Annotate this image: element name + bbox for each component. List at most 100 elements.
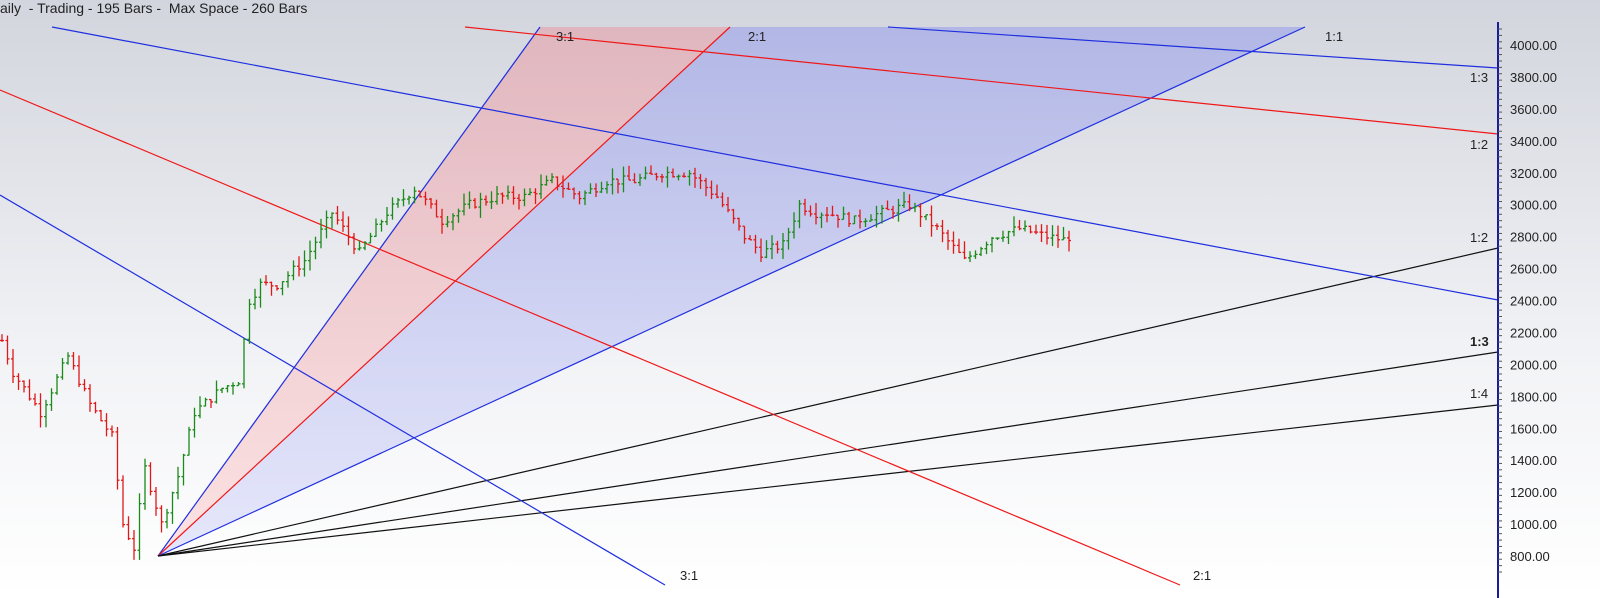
price-bar [16, 373, 21, 390]
descending-line-2-1-red[interactable] [0, 89, 1181, 586]
price-bar [770, 235, 774, 260]
price-bar [621, 166, 626, 193]
price-bar [478, 192, 483, 218]
axis-tick-label: 3200.00 [1510, 166, 1557, 181]
price-bar [775, 240, 780, 254]
price-bar [291, 260, 296, 281]
price-bar [390, 197, 395, 220]
price-bar [517, 193, 521, 210]
price-bar [874, 205, 879, 228]
price-bar [396, 197, 400, 208]
price-bar [280, 280, 285, 296]
descending-line-3-1-blue[interactable] [0, 194, 666, 586]
price-bar [891, 205, 895, 219]
price-bar [297, 256, 301, 277]
price-bar [522, 188, 527, 207]
axis-tick-label: 2800.00 [1510, 230, 1557, 245]
price-bar [22, 380, 26, 393]
price-bar [352, 233, 356, 255]
price-bar [302, 250, 307, 277]
fan-line-3-1[interactable] [157, 26, 541, 557]
price-bar [610, 168, 615, 195]
price-bar [456, 208, 461, 223]
axis-tick-label: 800.00 [1510, 549, 1550, 564]
price-bar [489, 191, 494, 209]
price-bar [176, 466, 180, 500]
price-bar [159, 505, 164, 533]
price-bar [841, 206, 846, 221]
fan-label-1-2-right-b: 1:2 [1470, 230, 1488, 245]
price-bar [126, 516, 131, 541]
price-bar [60, 357, 65, 380]
axis-tick-label: 2000.00 [1510, 357, 1557, 372]
fan-line-2-1[interactable] [157, 26, 731, 557]
fan-label-1-1-top: 1:1 [1325, 29, 1343, 44]
price-bar [786, 227, 791, 250]
price-bar [533, 188, 538, 205]
price-bar [27, 379, 32, 401]
price-bar [71, 352, 76, 370]
price-bar [951, 231, 956, 254]
price-bar [1050, 225, 1055, 247]
price-bar [379, 219, 384, 232]
price-bar [753, 234, 758, 254]
resistance-line-1-2-blue[interactable] [51, 26, 1499, 301]
axis-tick-label: 2400.00 [1510, 294, 1557, 309]
axis-tick-label: 4000.00 [1510, 38, 1557, 53]
price-bar [434, 199, 439, 218]
price-bar [720, 192, 725, 208]
price-bar [220, 387, 224, 394]
price-bar [764, 240, 769, 259]
price-bar [313, 236, 318, 260]
price-bar [203, 397, 208, 407]
price-bar [506, 185, 510, 200]
price-bar [88, 384, 92, 412]
price-bar [1045, 224, 1049, 245]
price-bar [77, 355, 81, 388]
resistance-line-1-3-blue[interactable] [887, 26, 1499, 69]
price-bar [814, 203, 818, 225]
fan-label-2-1-top: 2:1 [748, 29, 766, 44]
price-bar [704, 177, 708, 197]
fan-line-1-2[interactable] [157, 247, 1499, 557]
price-bar [165, 508, 169, 529]
price-bar [368, 232, 373, 244]
price-bar [495, 186, 499, 205]
resistance-line-1-2-red[interactable] [464, 26, 1499, 135]
price-bar [665, 166, 670, 188]
price-bar [49, 388, 54, 411]
price-bar [731, 208, 736, 224]
price-bar [660, 173, 664, 183]
price-bar [924, 214, 928, 221]
price-bar [759, 238, 763, 263]
price-bar [462, 193, 466, 216]
price-bar [990, 237, 994, 253]
price-bar [995, 237, 1000, 240]
price-bar [104, 413, 109, 437]
fan-line-1-4[interactable] [157, 404, 1499, 557]
axis-tick-label: 2600.00 [1510, 262, 1557, 277]
axis-tick-label: 1800.00 [1510, 389, 1557, 404]
price-bar [1012, 216, 1016, 237]
fan-line-1-3[interactable] [157, 351, 1499, 557]
price-bar [946, 229, 950, 250]
price-bar [561, 175, 565, 198]
fan-line-1-1[interactable] [157, 26, 1306, 557]
price-bar [242, 338, 246, 389]
price-bar [330, 212, 334, 229]
price-bar [715, 184, 719, 199]
price-bar [1017, 219, 1022, 231]
price-bar [979, 246, 983, 257]
price-bar [181, 453, 186, 486]
price-bar [940, 219, 945, 243]
price-bar [209, 398, 213, 408]
price-bar [33, 393, 37, 406]
price-bar [1028, 225, 1033, 234]
price-bar [1001, 230, 1005, 242]
fan-label-1-2-right: 1:2 [1470, 137, 1488, 152]
price-bar [929, 205, 934, 237]
price-bar [885, 200, 890, 211]
price-bar [484, 195, 488, 206]
fan-label-3-1-bottom: 3:1 [680, 568, 698, 583]
